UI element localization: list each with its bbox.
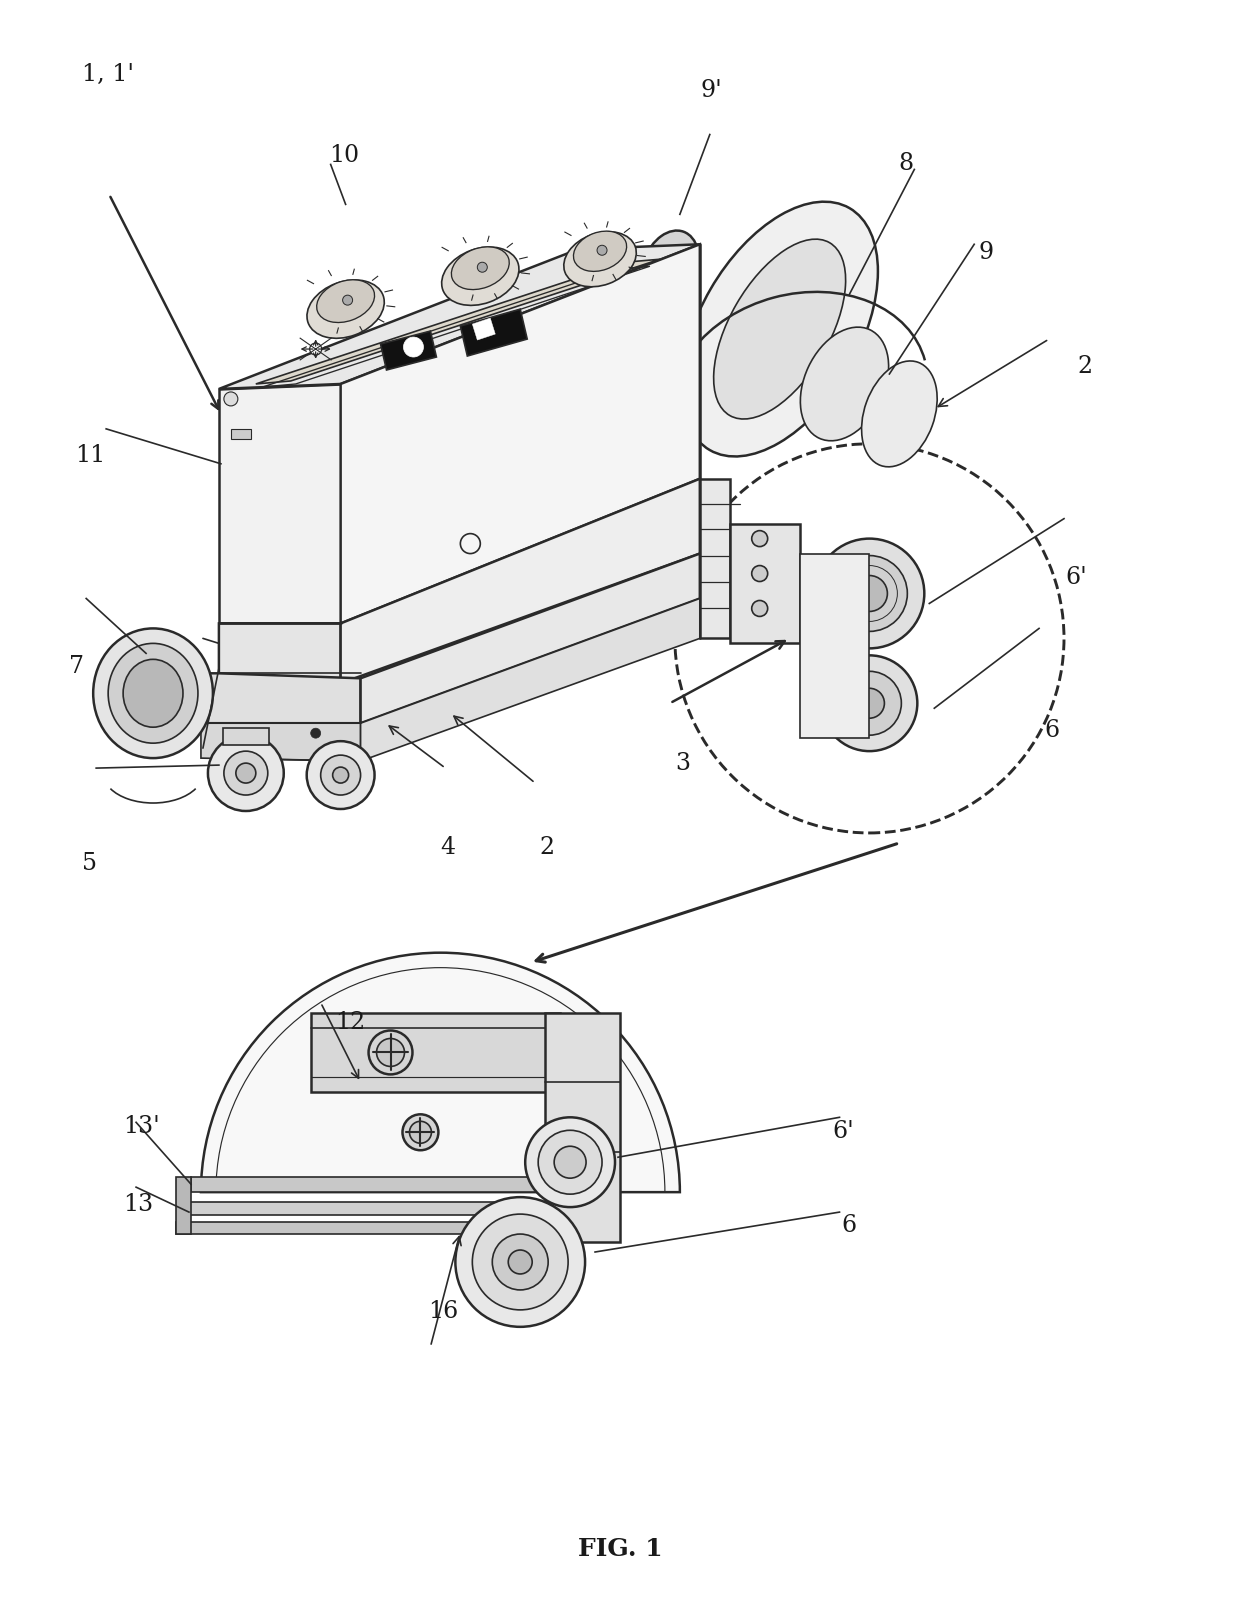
Circle shape: [526, 1118, 615, 1208]
Circle shape: [751, 531, 768, 547]
Polygon shape: [176, 1222, 551, 1233]
Circle shape: [403, 1115, 439, 1151]
Text: 6': 6': [1065, 565, 1087, 588]
Circle shape: [311, 729, 321, 738]
Ellipse shape: [641, 232, 699, 308]
Polygon shape: [699, 479, 730, 639]
Circle shape: [822, 656, 918, 751]
Text: 4: 4: [440, 836, 456, 859]
Circle shape: [751, 566, 768, 583]
Wedge shape: [201, 953, 680, 1193]
Circle shape: [538, 1131, 603, 1195]
Polygon shape: [800, 553, 869, 738]
Ellipse shape: [108, 644, 198, 743]
Text: 8: 8: [898, 153, 914, 175]
Ellipse shape: [93, 630, 213, 758]
Ellipse shape: [681, 203, 878, 458]
Ellipse shape: [714, 240, 846, 420]
Text: 13': 13': [123, 1113, 160, 1138]
Polygon shape: [191, 1177, 551, 1193]
Circle shape: [554, 1146, 587, 1178]
Ellipse shape: [123, 661, 184, 727]
Polygon shape: [381, 331, 436, 370]
Ellipse shape: [573, 232, 626, 273]
Text: 11: 11: [76, 443, 105, 467]
Text: FIG. 1: FIG. 1: [578, 1537, 662, 1560]
Circle shape: [332, 768, 348, 784]
Circle shape: [472, 1214, 568, 1310]
Circle shape: [224, 393, 238, 407]
Polygon shape: [361, 599, 699, 761]
Polygon shape: [176, 1177, 191, 1233]
Text: 6: 6: [842, 1212, 857, 1237]
Circle shape: [321, 756, 361, 795]
Circle shape: [455, 1198, 585, 1328]
Text: 6: 6: [1044, 719, 1059, 742]
Polygon shape: [341, 245, 699, 623]
Polygon shape: [201, 724, 361, 761]
Polygon shape: [311, 1013, 560, 1092]
Ellipse shape: [308, 281, 384, 339]
Text: 9: 9: [978, 242, 994, 265]
Ellipse shape: [316, 281, 374, 323]
Circle shape: [832, 557, 908, 631]
Circle shape: [508, 1250, 532, 1274]
Circle shape: [342, 295, 352, 307]
Polygon shape: [460, 310, 527, 357]
Circle shape: [837, 672, 901, 735]
Circle shape: [368, 1031, 413, 1074]
Ellipse shape: [862, 362, 937, 467]
Polygon shape: [223, 729, 269, 745]
Text: 10: 10: [330, 144, 360, 167]
Polygon shape: [341, 479, 699, 683]
Circle shape: [852, 576, 888, 612]
Circle shape: [477, 263, 487, 273]
Circle shape: [208, 735, 284, 812]
Text: 1, 1': 1, 1': [82, 63, 134, 86]
Text: 7: 7: [69, 654, 84, 677]
Ellipse shape: [441, 248, 520, 307]
Circle shape: [310, 344, 321, 355]
Circle shape: [751, 601, 768, 617]
Polygon shape: [219, 385, 341, 623]
Circle shape: [492, 1233, 548, 1290]
Text: 3: 3: [676, 751, 691, 774]
Circle shape: [224, 751, 268, 795]
Text: 5: 5: [82, 852, 97, 875]
Circle shape: [377, 1039, 404, 1066]
Polygon shape: [546, 1013, 620, 1242]
Polygon shape: [201, 674, 361, 724]
Polygon shape: [181, 1203, 551, 1216]
Ellipse shape: [800, 328, 889, 441]
Text: 2: 2: [1078, 355, 1092, 378]
Polygon shape: [255, 260, 660, 385]
Polygon shape: [361, 553, 699, 724]
Polygon shape: [730, 524, 800, 644]
Circle shape: [596, 247, 608, 256]
Circle shape: [236, 764, 255, 784]
Polygon shape: [219, 623, 341, 683]
Text: 2: 2: [539, 836, 554, 859]
Text: 12: 12: [336, 1011, 366, 1034]
Text: 13: 13: [123, 1191, 153, 1216]
Ellipse shape: [451, 248, 510, 291]
Circle shape: [409, 1121, 432, 1144]
Polygon shape: [219, 245, 699, 390]
Ellipse shape: [564, 232, 636, 287]
Circle shape: [815, 539, 924, 649]
Text: 6': 6': [833, 1118, 854, 1143]
Circle shape: [403, 338, 423, 357]
Polygon shape: [231, 430, 250, 440]
Circle shape: [854, 688, 884, 719]
Text: 9': 9': [701, 80, 722, 102]
Circle shape: [306, 742, 374, 810]
Polygon shape: [472, 318, 495, 341]
Text: 16: 16: [428, 1298, 459, 1321]
